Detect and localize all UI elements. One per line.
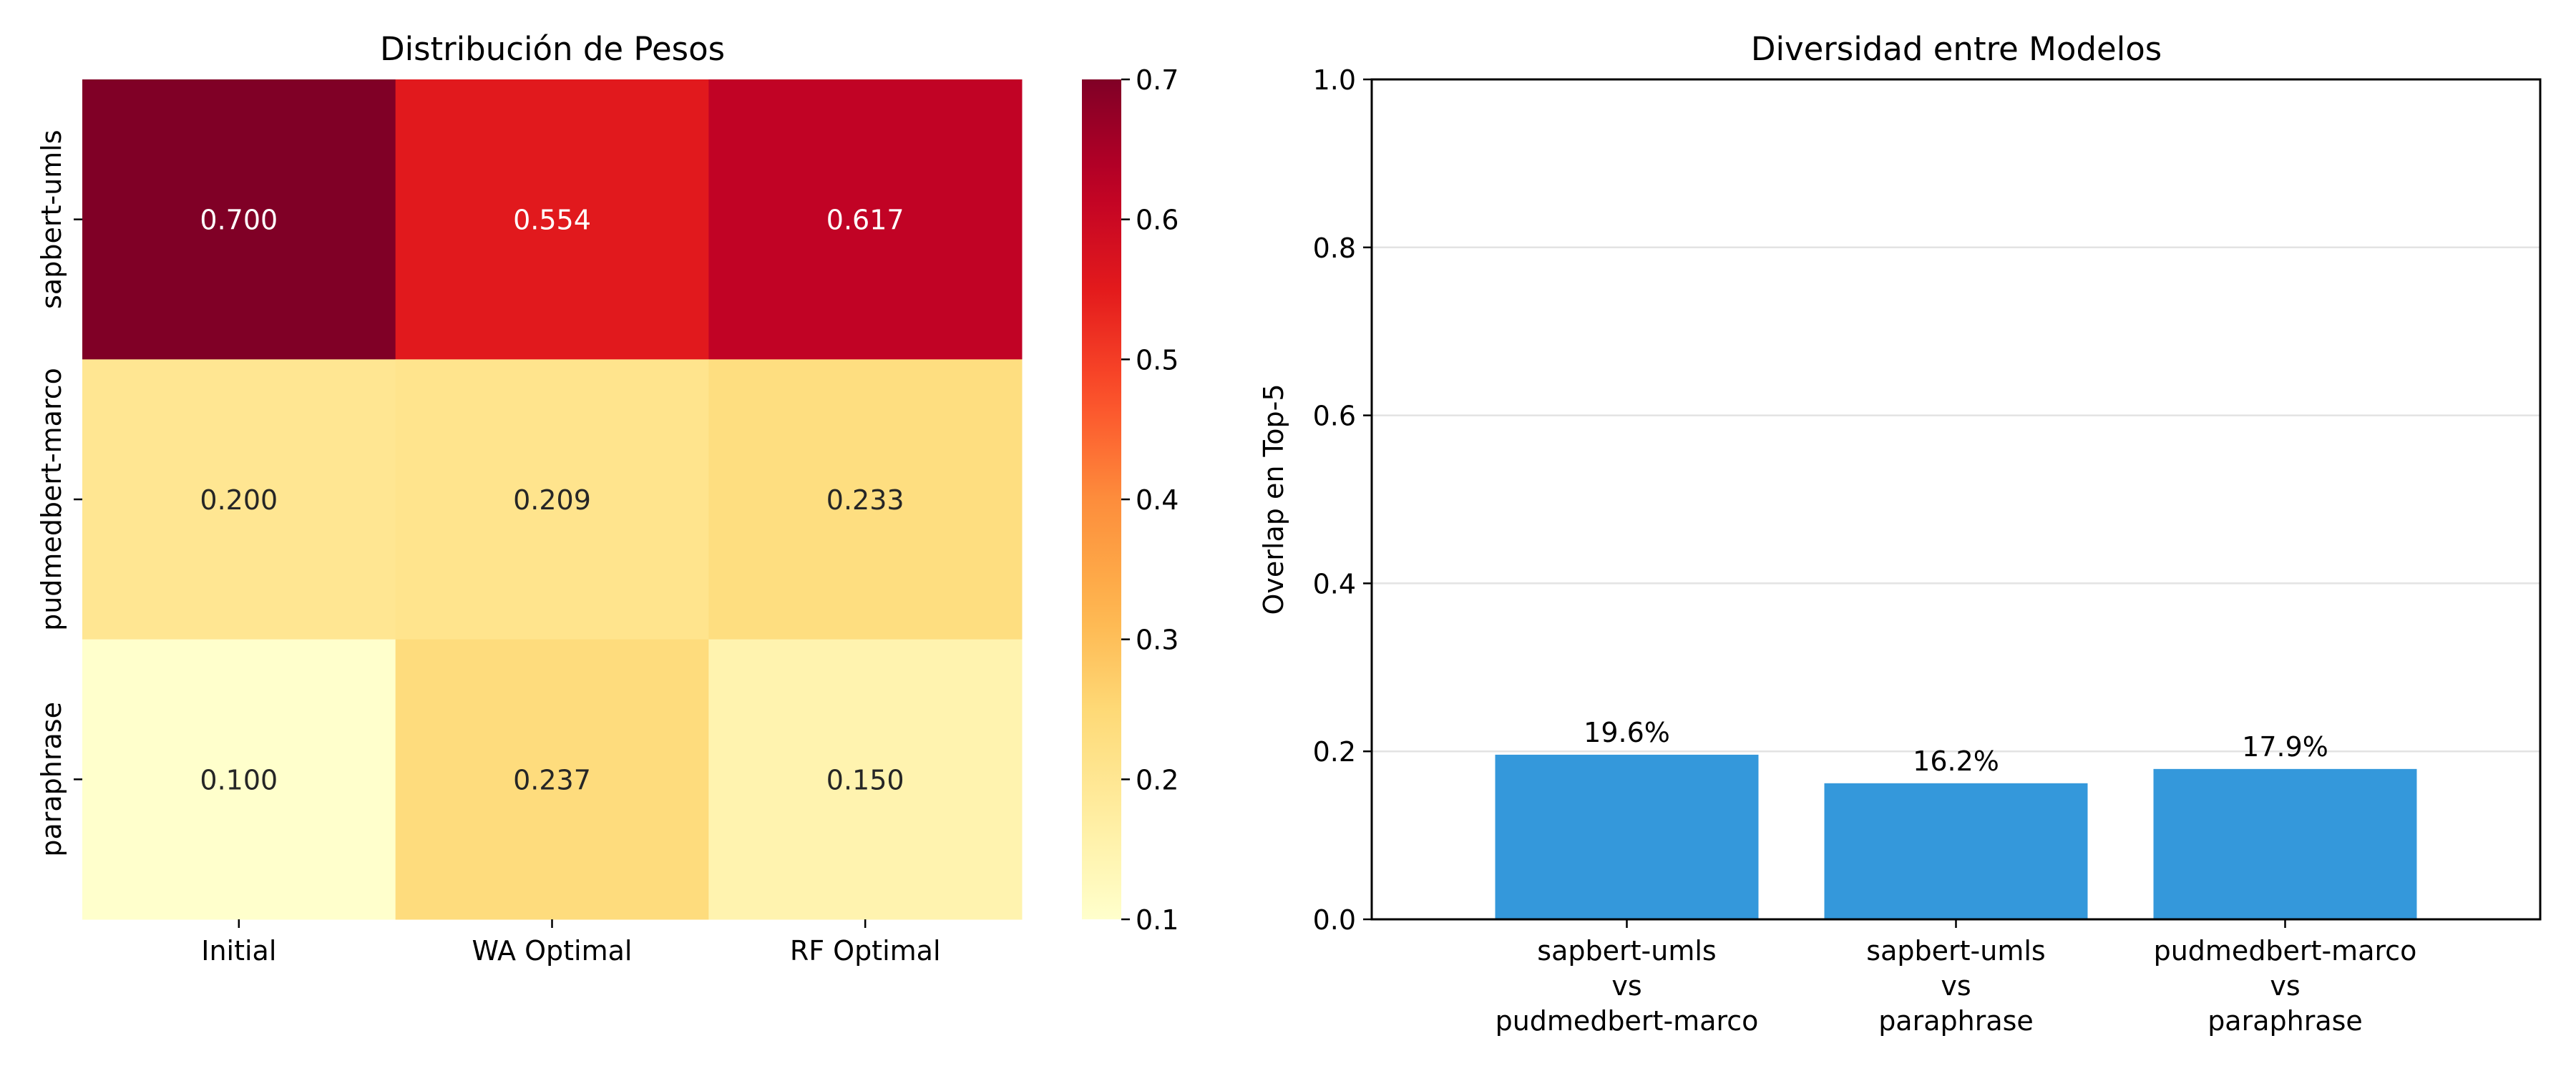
colorbar-tick-label: 0.1 bbox=[1136, 904, 1179, 936]
heatmap-cell-label: 0.150 bbox=[826, 764, 904, 796]
colorbar-axis: 0.1 0.2 0.3 0.4 0.5 0.6 0.7 bbox=[1121, 64, 1179, 936]
colorbar bbox=[1082, 79, 1121, 919]
heatmap-cell bbox=[708, 79, 1023, 360]
heatmap-cell bbox=[395, 359, 709, 640]
bar bbox=[1495, 754, 1759, 919]
heatmap-cell bbox=[708, 639, 1023, 920]
bar-x-tick-label: vs bbox=[1941, 970, 1971, 1002]
bar-x-tick-label: pudmedbert-marco bbox=[1496, 1005, 1759, 1037]
bar bbox=[2153, 768, 2417, 919]
bar-y-tick-label: 1.0 bbox=[1313, 64, 1356, 96]
heatmap-cell-label: 0.617 bbox=[826, 205, 904, 236]
heatmap-y-tick-label: pudmedbert-marco bbox=[36, 368, 67, 631]
heatmap-cell bbox=[708, 359, 1023, 640]
bar-data-label: 19.6% bbox=[1584, 717, 1670, 748]
heatmap-cell-label: 0.100 bbox=[200, 764, 278, 796]
heatmap-x-axis: Initial WA Optimal RF Optimal bbox=[201, 919, 941, 967]
heatmap-cell bbox=[82, 639, 396, 920]
heatmap-cell bbox=[395, 79, 709, 360]
heatmap-x-tick-label: RF Optimal bbox=[790, 935, 941, 967]
bar-y-axis-label: Overlap en Top-5 bbox=[1258, 384, 1289, 615]
bar-plot-frame bbox=[1370, 78, 2542, 921]
heatmap-x-tick-label: Initial bbox=[201, 935, 276, 967]
bar-y-axis: 0.0 0.2 0.4 0.6 0.8 1.0 bbox=[1313, 64, 1372, 936]
colorbar-tick-label: 0.4 bbox=[1136, 484, 1179, 516]
bar-x-tick-label: vs bbox=[2270, 970, 2300, 1002]
heatmap-cell-label: 0.233 bbox=[826, 484, 904, 516]
colorbar-tick-label: 0.5 bbox=[1136, 344, 1179, 376]
bar-y-tick-label: 0.0 bbox=[1313, 904, 1356, 936]
bar bbox=[1824, 783, 2088, 919]
bar-x-tick-label: sapbert-umls bbox=[1537, 935, 1716, 967]
bar-series: 19.6% 16.2% 17.9% bbox=[1495, 717, 2417, 919]
heatmap-cell-label: 0.554 bbox=[513, 205, 591, 236]
bar-y-tick-label: 0.8 bbox=[1313, 233, 1356, 264]
colorbar-tick-label: 0.3 bbox=[1136, 625, 1179, 656]
heatmap-cell bbox=[395, 639, 709, 920]
heatmap-cells: 0.700 0.554 0.617 0.200 0.209 0.233 0.100 0.237… bbox=[82, 79, 1023, 920]
bar-y-tick-label: 0.6 bbox=[1313, 401, 1356, 432]
heatmap-x-tick-label: WA Optimal bbox=[472, 935, 633, 967]
heatmap-y-tick-label: paraphrase bbox=[36, 702, 67, 857]
bar-gridlines bbox=[1372, 246, 2540, 753]
heatmap-panel: Distribución de Pesos 0.700 0.554 0.617 0.2… bbox=[36, 30, 1179, 967]
bar-panel: Diversidad entre Modelos 19.6% 16.2% 17.9%… bbox=[1258, 30, 2542, 1037]
heatmap-cell-label: 0.237 bbox=[513, 764, 591, 796]
bar-x-tick-label: pudmedbert-marco bbox=[2154, 935, 2417, 967]
bar-x-tick-label: paraphrase bbox=[1878, 1005, 2034, 1037]
heatmap-y-tick-label: sapbert-umls bbox=[36, 129, 67, 308]
colorbar-tick-label: 0.2 bbox=[1136, 764, 1179, 796]
colorbar-tick-label: 0.6 bbox=[1136, 205, 1179, 236]
bar-data-label: 17.9% bbox=[2242, 731, 2328, 763]
heatmap-title: Distribución de Pesos bbox=[380, 30, 725, 68]
bar-chart-title: Diversidad entre Modelos bbox=[1751, 30, 2162, 68]
bar-x-tick-label: paraphrase bbox=[2207, 1005, 2363, 1037]
bar-y-tick-label: 0.4 bbox=[1313, 568, 1356, 600]
bar-y-tick-label: 0.2 bbox=[1313, 736, 1356, 768]
bar-x-tick-label: sapbert-umls bbox=[1866, 935, 2045, 967]
bar-x-tick-label: vs bbox=[1611, 970, 1641, 1002]
heatmap-cell-label: 0.209 bbox=[513, 484, 591, 516]
heatmap-cell bbox=[82, 79, 396, 360]
bar-x-axis: sapbert-umlsvspudmedbert-marcosapbert-um… bbox=[1496, 919, 2417, 1037]
colorbar-tick-label: 0.7 bbox=[1136, 64, 1179, 96]
heatmap-y-axis: sapbert-umls pudmedbert-marco paraphrase bbox=[36, 129, 82, 857]
heatmap-cell bbox=[82, 359, 396, 640]
bar-data-label: 16.2% bbox=[1913, 745, 1999, 777]
heatmap-cell-label: 0.700 bbox=[200, 205, 278, 236]
heatmap-cell-label: 0.200 bbox=[200, 484, 278, 516]
